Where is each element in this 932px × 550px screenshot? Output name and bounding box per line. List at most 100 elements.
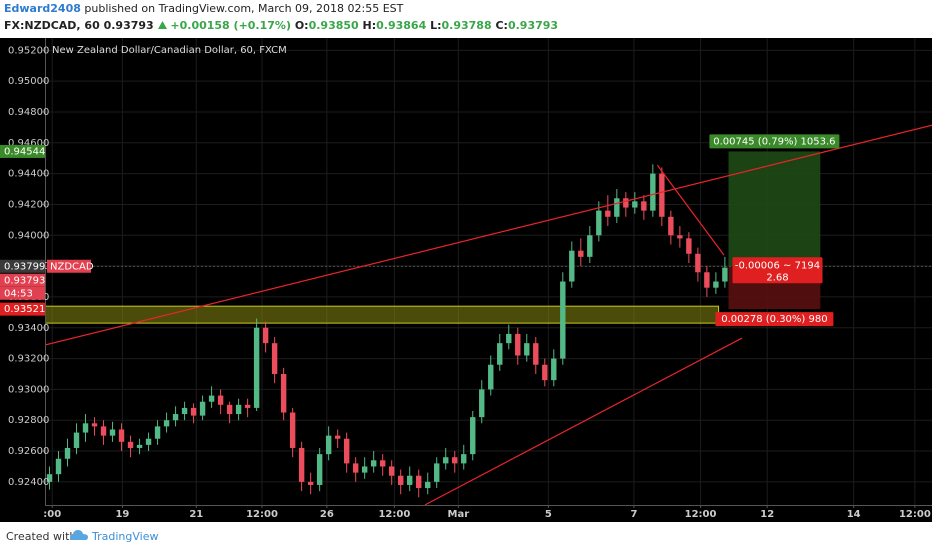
candle-body — [370, 460, 377, 467]
target-badge-box — [0, 144, 45, 158]
stop-badge-box — [0, 302, 45, 316]
header: Edward2408 published on TradingView.com,… — [0, 0, 932, 38]
candle-body — [73, 432, 80, 448]
candle-body — [416, 475, 422, 489]
stop-label-box — [715, 312, 834, 327]
x-tick-label: 7 — [630, 509, 637, 520]
trend-line — [656, 164, 725, 256]
x-tick-label: 5 — [545, 509, 552, 520]
candle-body — [118, 429, 125, 442]
candle-body — [343, 438, 350, 464]
candle-body — [677, 235, 683, 239]
candle-body — [560, 281, 566, 359]
candle-body — [388, 466, 395, 476]
published: published on TradingView.com, March 09, … — [84, 2, 404, 15]
x-tick-label: 26 — [320, 509, 334, 520]
candle-body — [325, 435, 332, 455]
candle-body — [578, 250, 584, 257]
candle-body — [479, 389, 485, 418]
candle-body — [397, 475, 404, 485]
x-tick-label: 14 — [847, 509, 861, 520]
candle-body — [298, 447, 305, 482]
l-label: L: — [430, 19, 442, 32]
candle-body — [91, 423, 98, 427]
candle-body — [524, 343, 530, 356]
c-label: C: — [495, 19, 508, 32]
quote-line: FX:NZDCAD, 60 0.93793 +0.00158 (+0.17%) … — [4, 19, 558, 32]
candle-body — [262, 327, 269, 344]
candle-body — [461, 454, 467, 464]
x-tick-label: 12:00 — [246, 509, 278, 520]
y-tick-label: 0.93400 — [8, 323, 49, 334]
trend-line — [46, 124, 932, 346]
candle-body — [641, 201, 647, 211]
candle-body — [434, 463, 440, 482]
stop-label: 0.00278 (0.30%) 980 — [721, 314, 827, 325]
x-tick-label: 12:00 — [685, 509, 717, 520]
mid-label: -0.00006 ~ 7194 — [735, 260, 820, 271]
series-tag: NZDCAD — [50, 261, 94, 272]
candle-body — [551, 358, 557, 381]
candle-body — [587, 235, 593, 257]
candle-body — [632, 201, 638, 208]
x-tick-label: 12:00 — [899, 509, 931, 520]
brand[interactable]: TradingView — [92, 530, 159, 543]
countdown-badge: 04:53 — [4, 288, 33, 299]
candle-body — [659, 173, 665, 217]
target-label: 0.00745 (0.79%) 1053.6 — [713, 136, 835, 147]
candle-body — [181, 407, 188, 415]
stop-badge: 0.93521 — [4, 304, 45, 315]
candle-body — [109, 429, 116, 436]
candle-body — [82, 423, 89, 433]
profit-zone — [728, 151, 821, 267]
symbol: FX:NZDCAD, 60 — [4, 19, 100, 32]
candle-body — [280, 373, 287, 413]
o-value: 0.93850 — [308, 19, 359, 32]
y-tick-label: 0.94600 — [8, 138, 49, 149]
target-badge: 0.94544 — [4, 146, 45, 157]
candle-body — [163, 420, 170, 427]
candle-body — [569, 250, 575, 282]
y-tick-label: 0.94000 — [8, 230, 49, 241]
series-tag-box — [47, 259, 91, 273]
c-value: 0.93793 — [507, 19, 559, 32]
y-tick-label: 0.92600 — [8, 446, 49, 457]
y-tick-label: 0.94400 — [8, 169, 49, 180]
y-tick-label: 0.92800 — [8, 415, 49, 426]
target-label-box — [709, 134, 840, 149]
candle-body — [443, 457, 449, 464]
candle-body — [55, 458, 62, 475]
entry-badge: 0.93799 — [4, 261, 45, 272]
candle-body — [361, 466, 368, 473]
y-tick-label: 0.93000 — [8, 384, 49, 395]
candle-body — [407, 475, 413, 485]
candle-body — [452, 457, 458, 464]
candle-body — [217, 395, 224, 405]
y-tick-label: 0.92400 — [8, 477, 49, 488]
x-tick-label: 19 — [115, 509, 129, 520]
candle-body — [316, 454, 323, 485]
candle-body — [425, 481, 431, 489]
mid-label: 2.68 — [766, 272, 788, 283]
candle-body — [533, 343, 539, 365]
candle-body — [722, 267, 728, 282]
candle-body — [253, 327, 260, 408]
change: +0.00158 (+0.17%) — [170, 19, 291, 32]
trend-line — [424, 337, 743, 505]
candle-body — [488, 364, 494, 390]
candle-body — [64, 447, 71, 459]
candle-body — [704, 272, 710, 288]
mid-label-box — [732, 257, 823, 284]
candle-body — [226, 404, 233, 415]
candle-body — [713, 281, 719, 288]
candle-body — [650, 173, 656, 211]
candle-body — [154, 426, 161, 439]
candle-body — [190, 407, 197, 416]
candle-body — [289, 412, 296, 448]
countdown-badge-box — [0, 286, 45, 300]
y-tick-label: 0.94800 — [8, 107, 49, 118]
author[interactable]: Edward2408 — [4, 2, 81, 15]
h-label: H: — [362, 19, 377, 32]
candle-body — [244, 404, 251, 408]
